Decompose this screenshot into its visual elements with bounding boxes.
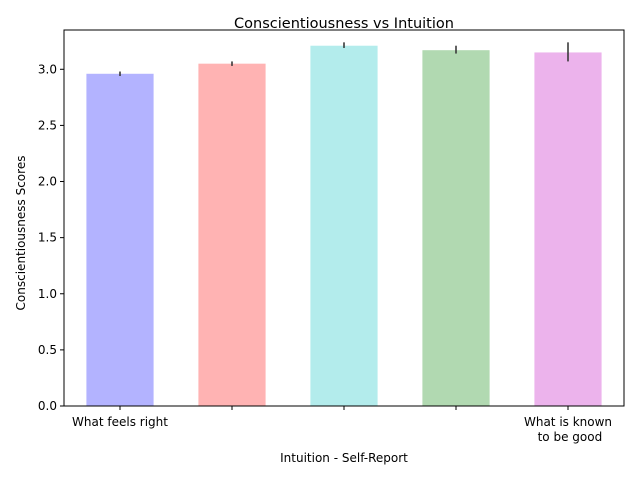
y-tick-label-0: 0.0 (38, 399, 57, 413)
y-tick-label-4: 2.0 (38, 175, 57, 189)
bars-group (86, 45, 602, 407)
y-tick-label-5: 2.5 (38, 118, 57, 132)
bar-4 (534, 52, 602, 407)
y-tick-label-6: 3.0 (38, 62, 57, 76)
bar-3 (422, 50, 490, 407)
plot-frame (63, 29, 625, 407)
x-tick-label-0: What feels right (72, 415, 168, 429)
y-axis: 0.0 0.5 1.0 1.5 2.0 2.5 3.0 (38, 62, 64, 413)
y-axis-label: Conscientiousness Scores (14, 156, 28, 311)
x-axis: What feels right What is known to be good (72, 406, 612, 444)
y-tick-label-1: 0.5 (38, 343, 57, 357)
bar-0 (86, 73, 154, 406)
y-tick-label-3: 1.5 (38, 231, 57, 245)
y-tick-label-2: 1.0 (38, 287, 57, 301)
bar-2 (310, 45, 378, 406)
chart-title: Conscientiousness vs Intuition (234, 16, 454, 32)
error-bars-group (119, 42, 569, 77)
bar-1 (198, 63, 266, 407)
x-axis-label: Intuition - Self-Report (280, 451, 408, 465)
x-tick-label-4: What is known to be good (524, 415, 612, 444)
